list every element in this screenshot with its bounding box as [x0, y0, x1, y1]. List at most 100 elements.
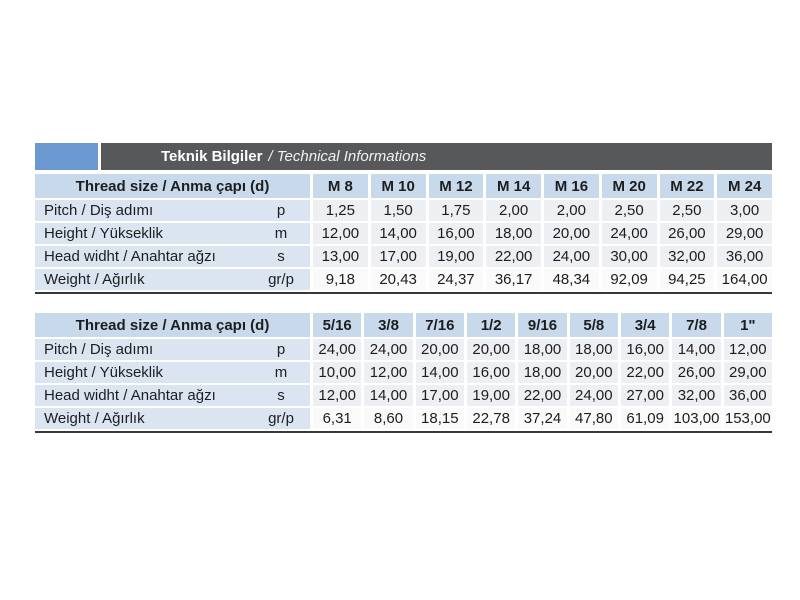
value-cell: 14,00: [415, 362, 464, 383]
row-label: Height / Yükseklik: [44, 364, 163, 381]
column-header: 1/2: [466, 313, 516, 337]
value-cell: 24,00: [569, 385, 618, 406]
value-cell: 12,00: [723, 339, 772, 360]
row-symbol: p: [276, 341, 286, 358]
value-cell: 22,00: [486, 246, 541, 267]
value-cell: 36,00: [723, 385, 772, 406]
value-cell: 22,78: [466, 408, 516, 429]
value-cell: 12,00: [313, 223, 368, 244]
value-cell: 29,00: [717, 223, 772, 244]
value-cell: 1,75: [428, 200, 484, 221]
value-cell: 20,00: [544, 223, 599, 244]
value-cell: 22,00: [518, 385, 567, 406]
value-cell: 36,17: [486, 269, 541, 290]
value-cell: 24,37: [428, 269, 484, 290]
column-header: 3/8: [364, 313, 413, 337]
value-cell: 19,00: [466, 385, 516, 406]
value-cell: 3,00: [717, 200, 772, 221]
value-cell: 14,00: [364, 385, 413, 406]
blue-accent-block: [35, 143, 98, 170]
column-header: 7/16: [415, 313, 464, 337]
column-header: 9/16: [518, 313, 567, 337]
value-cell: 16,00: [620, 339, 670, 360]
value-cell: 20,00: [415, 339, 464, 360]
row-symbol: s: [277, 248, 285, 265]
value-cell: 18,00: [486, 223, 541, 244]
row-label: Pitch / Diş adımı: [44, 202, 154, 219]
value-cell: 2,00: [544, 200, 599, 221]
row-symbol: m: [274, 364, 288, 381]
section-title-tr: Teknik Bilgiler: [161, 148, 263, 165]
value-cell: 1,50: [370, 200, 426, 221]
value-cell: 16,00: [428, 223, 484, 244]
value-cell: 9,18: [313, 269, 368, 290]
column-header: M 16: [544, 174, 599, 198]
value-cell: 1,25: [313, 200, 368, 221]
table-header-label: Thread size / Anma çapı (d): [35, 313, 310, 337]
column-header: 5/16: [313, 313, 362, 337]
row-symbol: gr/p: [268, 410, 294, 427]
value-cell: 8,60: [364, 408, 413, 429]
row-label: Head widht / Anahtar ağzı: [44, 248, 216, 265]
value-cell: 27,00: [620, 385, 670, 406]
value-cell: 18,00: [518, 362, 567, 383]
row-symbol: p: [276, 202, 286, 219]
column-header: M 8: [313, 174, 368, 198]
value-cell: 18,00: [569, 339, 618, 360]
row-label: Weight / Ağırlık: [44, 271, 145, 288]
value-cell: 19,00: [428, 246, 484, 267]
value-cell: 153,00: [723, 408, 772, 429]
value-cell: 24,00: [313, 339, 362, 360]
value-cell: 29,00: [723, 362, 772, 383]
value-cell: 48,34: [544, 269, 599, 290]
row-label-cell: Height / Yükseklik m: [35, 362, 310, 383]
row-label: Weight / Ağırlık: [44, 410, 145, 427]
value-cell: 2,50: [659, 200, 715, 221]
value-cell: 24,00: [544, 246, 599, 267]
value-cell: 36,00: [717, 246, 772, 267]
value-cell: 20,00: [569, 362, 618, 383]
column-header: M 24: [717, 174, 772, 198]
column-header: M 20: [601, 174, 657, 198]
value-cell: 37,24: [518, 408, 567, 429]
value-cell: 17,00: [370, 246, 426, 267]
value-cell: 2,50: [601, 200, 657, 221]
row-label-cell: Head widht / Anahtar ağzı s: [35, 246, 310, 267]
value-cell: 30,00: [601, 246, 657, 267]
value-cell: 20,00: [466, 339, 516, 360]
column-header: 5/8: [569, 313, 618, 337]
value-cell: 16,00: [466, 362, 516, 383]
row-label-cell: Weight / Ağırlık gr/p: [35, 408, 310, 429]
section-title-en: / Technical Informations: [268, 148, 427, 165]
row-label-cell: Pitch / Diş adımı p: [35, 200, 310, 221]
row-label-cell: Weight / Ağırlık gr/p: [35, 269, 310, 290]
value-cell: 103,00: [672, 408, 721, 429]
table-underline: [35, 292, 772, 294]
table-underline: [35, 431, 772, 433]
value-cell: 14,00: [370, 223, 426, 244]
value-cell: 94,25: [659, 269, 715, 290]
title-band: Teknik Bilgiler / Technical Informations: [101, 143, 772, 170]
section-title-bar: Teknik Bilgiler / Technical Informations: [35, 143, 772, 170]
value-cell: 12,00: [313, 385, 362, 406]
value-cell: 92,09: [601, 269, 657, 290]
row-label-cell: Height / Yükseklik m: [35, 223, 310, 244]
value-cell: 26,00: [659, 223, 715, 244]
value-cell: 24,00: [601, 223, 657, 244]
value-cell: 32,00: [672, 385, 721, 406]
value-cell: 12,00: [364, 362, 413, 383]
value-cell: 22,00: [620, 362, 670, 383]
value-cell: 10,00: [313, 362, 362, 383]
row-symbol: m: [274, 225, 288, 242]
value-cell: 2,00: [486, 200, 541, 221]
value-cell: 20,43: [370, 269, 426, 290]
column-header: 3/4: [620, 313, 670, 337]
row-symbol: gr/p: [268, 271, 294, 288]
column-header: M 10: [370, 174, 426, 198]
row-symbol: s: [277, 387, 285, 404]
column-header: 7/8: [672, 313, 721, 337]
value-cell: 61,09: [620, 408, 670, 429]
table-header-label: Thread size / Anma çapı (d): [35, 174, 310, 198]
